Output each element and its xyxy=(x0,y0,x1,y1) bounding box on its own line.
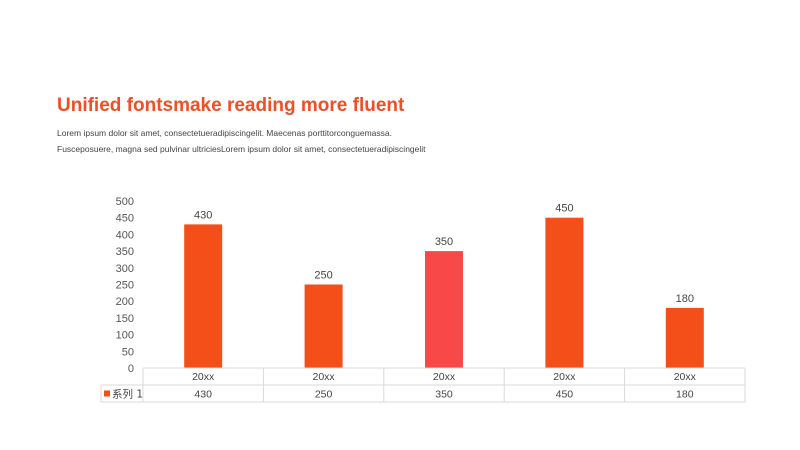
table-value: 430 xyxy=(194,389,212,401)
table-value: 450 xyxy=(556,389,574,401)
series-name: 系列 1 xyxy=(112,388,143,401)
y-tick-label: 100 xyxy=(116,330,134,342)
table-value: 250 xyxy=(315,389,333,401)
data-label: 180 xyxy=(676,293,694,305)
data-label: 250 xyxy=(314,270,332,282)
y-tick-label: 150 xyxy=(116,313,134,325)
bar xyxy=(304,284,343,368)
table-value: 350 xyxy=(435,389,453,401)
table-value: 180 xyxy=(676,389,694,401)
y-tick-label: 400 xyxy=(116,229,134,241)
bar xyxy=(184,224,223,368)
y-tick-label: 200 xyxy=(116,296,134,308)
legend-key xyxy=(104,390,110,397)
bar xyxy=(665,307,704,368)
x-category-label: 20xx xyxy=(192,371,215,383)
y-tick-label: 250 xyxy=(116,280,134,292)
x-category-label: 20xx xyxy=(553,371,576,383)
data-label: 430 xyxy=(194,209,212,221)
y-tick-label: 0 xyxy=(128,363,134,375)
y-tick-label: 50 xyxy=(122,346,134,358)
y-tick-label: 450 xyxy=(116,213,134,225)
bar xyxy=(425,251,463,368)
data-label: 450 xyxy=(555,203,573,215)
y-tick-label: 350 xyxy=(116,246,134,258)
y-tick-label: 500 xyxy=(116,196,134,208)
y-tick-label: 300 xyxy=(116,263,134,275)
x-category-label: 20xx xyxy=(313,371,336,383)
data-label: 350 xyxy=(435,236,453,248)
x-category-label: 20xx xyxy=(433,371,456,383)
body-text-line-2: Fusceposuere, magna sed pulvinar ultrici… xyxy=(57,144,426,154)
bar xyxy=(545,217,584,368)
slide-title: Unified fontsmake reading more fluent xyxy=(57,95,405,116)
x-category-label: 20xx xyxy=(674,371,697,383)
body-text-line-1: Lorem ipsum dolor sit amet, consectetuer… xyxy=(57,128,392,138)
